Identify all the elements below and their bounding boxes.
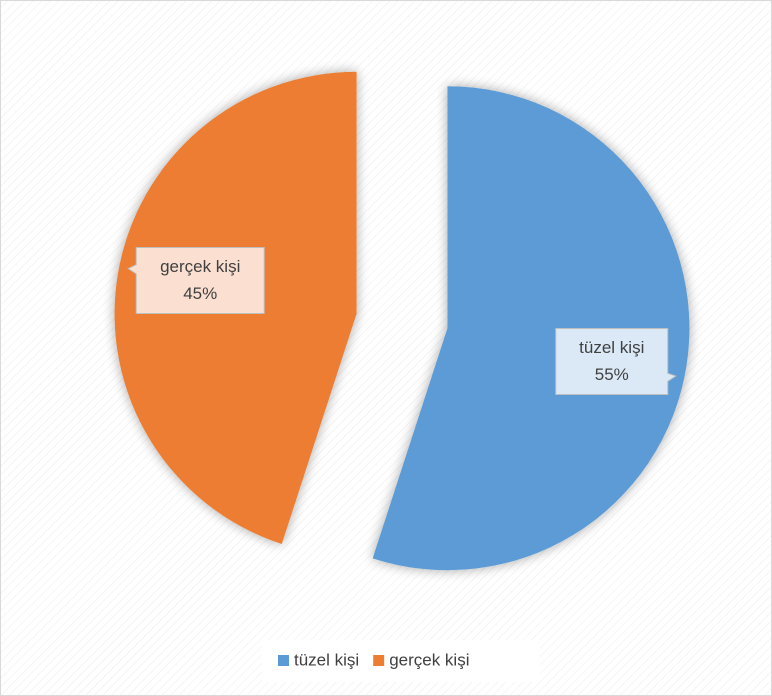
legend-swatch: [278, 655, 289, 666]
data-label-name: gerçek kişi: [160, 257, 240, 276]
data-label-name: tüzel kişi: [579, 338, 644, 357]
data-label-value: 55%: [595, 365, 629, 384]
data-labels: tüzel kişi 55% gerçek kişi 45%: [127, 246, 677, 396]
legend-swatch: [373, 655, 385, 666]
pie-slice: [372, 86, 690, 571]
legend-label: gerçek kişi: [389, 650, 469, 669]
data-label-box: [127, 246, 265, 314]
legend: tüzel kişi gerçek kişi: [278, 650, 470, 669]
legend-background: [262, 640, 540, 682]
data-label-value: 45%: [183, 284, 217, 303]
data-label-box: [555, 328, 677, 396]
legend-label: tüzel kişi: [294, 650, 359, 669]
